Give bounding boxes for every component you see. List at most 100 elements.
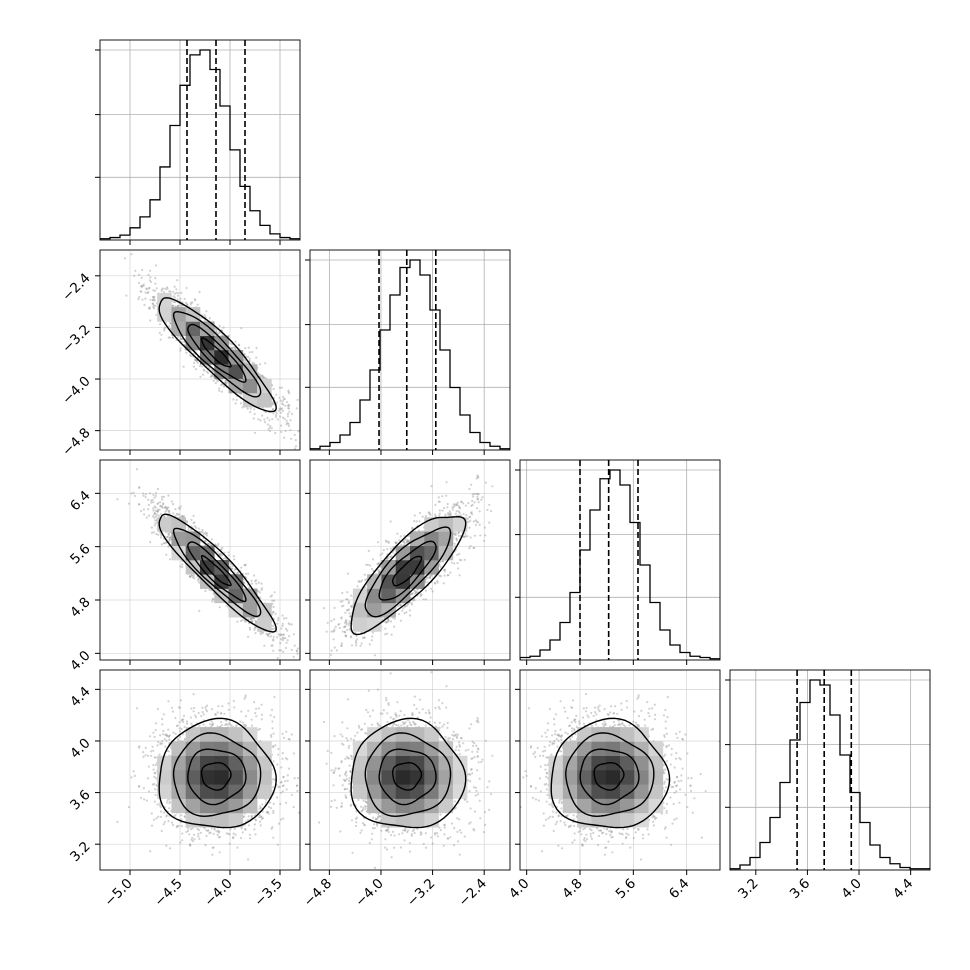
sample-point <box>468 727 471 730</box>
sample-point <box>414 591 417 594</box>
sample-point <box>349 615 352 618</box>
sample-point <box>468 516 471 519</box>
sample-point <box>159 805 162 809</box>
sample-point <box>424 846 428 849</box>
sample-point <box>157 815 160 818</box>
sample-point <box>153 800 156 803</box>
sample-point <box>678 757 681 760</box>
sample-point <box>177 304 180 307</box>
sample-point <box>147 765 150 768</box>
sample-point <box>456 817 459 820</box>
sample-point <box>350 604 353 608</box>
sample-point <box>211 600 214 603</box>
sample-point <box>280 638 283 641</box>
sample-point <box>348 782 351 786</box>
sample-point <box>478 510 481 513</box>
sample-point <box>470 723 473 726</box>
sample-point <box>255 346 258 350</box>
density-cell <box>242 602 258 618</box>
sample-point <box>165 814 168 817</box>
sample-point <box>167 820 170 823</box>
contour-line <box>392 555 423 587</box>
sample-point <box>272 746 275 749</box>
sample-point <box>198 609 201 613</box>
sample-point <box>179 699 182 702</box>
sample-point <box>181 839 184 842</box>
sample-point <box>413 831 416 835</box>
sample-point <box>153 511 156 515</box>
sample-point <box>153 496 156 499</box>
sample-point <box>145 287 148 290</box>
sample-point <box>254 631 257 635</box>
sample-point <box>230 342 233 345</box>
sample-point <box>236 846 239 849</box>
sample-point <box>349 770 352 773</box>
sample-point <box>287 424 290 427</box>
sample-point <box>212 379 215 382</box>
sample-point <box>189 575 192 578</box>
sample-point <box>347 757 351 760</box>
sample-point <box>151 298 154 301</box>
sample-point <box>673 781 676 784</box>
sample-point <box>155 313 158 316</box>
sample-point <box>167 506 170 509</box>
sample-point <box>186 521 189 524</box>
sample-point <box>433 832 437 835</box>
sample-point <box>272 732 275 735</box>
contour-line <box>378 748 437 806</box>
sample-point <box>470 757 473 760</box>
sample-point <box>411 527 414 530</box>
sample-point <box>249 617 253 621</box>
histogram-step <box>310 259 510 450</box>
sample-point <box>428 712 431 715</box>
sample-point <box>220 721 223 724</box>
sample-point <box>469 519 472 523</box>
sample-point <box>410 724 413 727</box>
sample-point <box>174 814 177 817</box>
sample-point <box>148 286 151 289</box>
sample-point <box>341 591 344 595</box>
sample-point <box>443 823 446 826</box>
sample-point <box>439 736 442 739</box>
sample-point <box>179 304 182 307</box>
panel-border <box>729 669 931 871</box>
sample-point <box>185 520 188 523</box>
sample-point <box>476 755 479 758</box>
sample-point <box>177 291 180 295</box>
sample-point <box>408 721 411 724</box>
sample-point <box>262 376 265 379</box>
sample-point <box>269 424 272 427</box>
sample-point <box>477 761 480 764</box>
sample-point <box>198 724 201 728</box>
contour-line <box>364 732 452 818</box>
sample-point <box>567 826 571 829</box>
sample-point <box>348 744 351 748</box>
sample-point <box>428 720 431 724</box>
sample-point <box>149 276 152 279</box>
sample-point <box>350 606 353 609</box>
sample-point <box>342 626 345 629</box>
sample-point <box>140 276 143 279</box>
sample-point <box>167 750 171 753</box>
sample-point <box>272 639 275 642</box>
sample-point <box>340 642 343 645</box>
sample-point <box>680 774 683 777</box>
sample-point <box>152 307 156 310</box>
sample-point <box>197 578 200 581</box>
sample-point <box>154 729 157 732</box>
density-cell <box>381 727 397 742</box>
sample-point <box>357 724 360 728</box>
sample-point <box>441 702 444 705</box>
sample-point <box>475 477 478 480</box>
sample-point <box>456 501 459 504</box>
sample-point <box>488 503 491 506</box>
sample-point <box>156 744 159 747</box>
sample-point <box>443 824 446 827</box>
sample-point <box>250 814 253 817</box>
sample-point <box>165 815 168 818</box>
sample-point <box>154 763 157 767</box>
sample-point <box>398 539 401 542</box>
sample-point <box>377 562 380 565</box>
sample-point <box>234 340 237 343</box>
sample-point <box>176 298 179 301</box>
